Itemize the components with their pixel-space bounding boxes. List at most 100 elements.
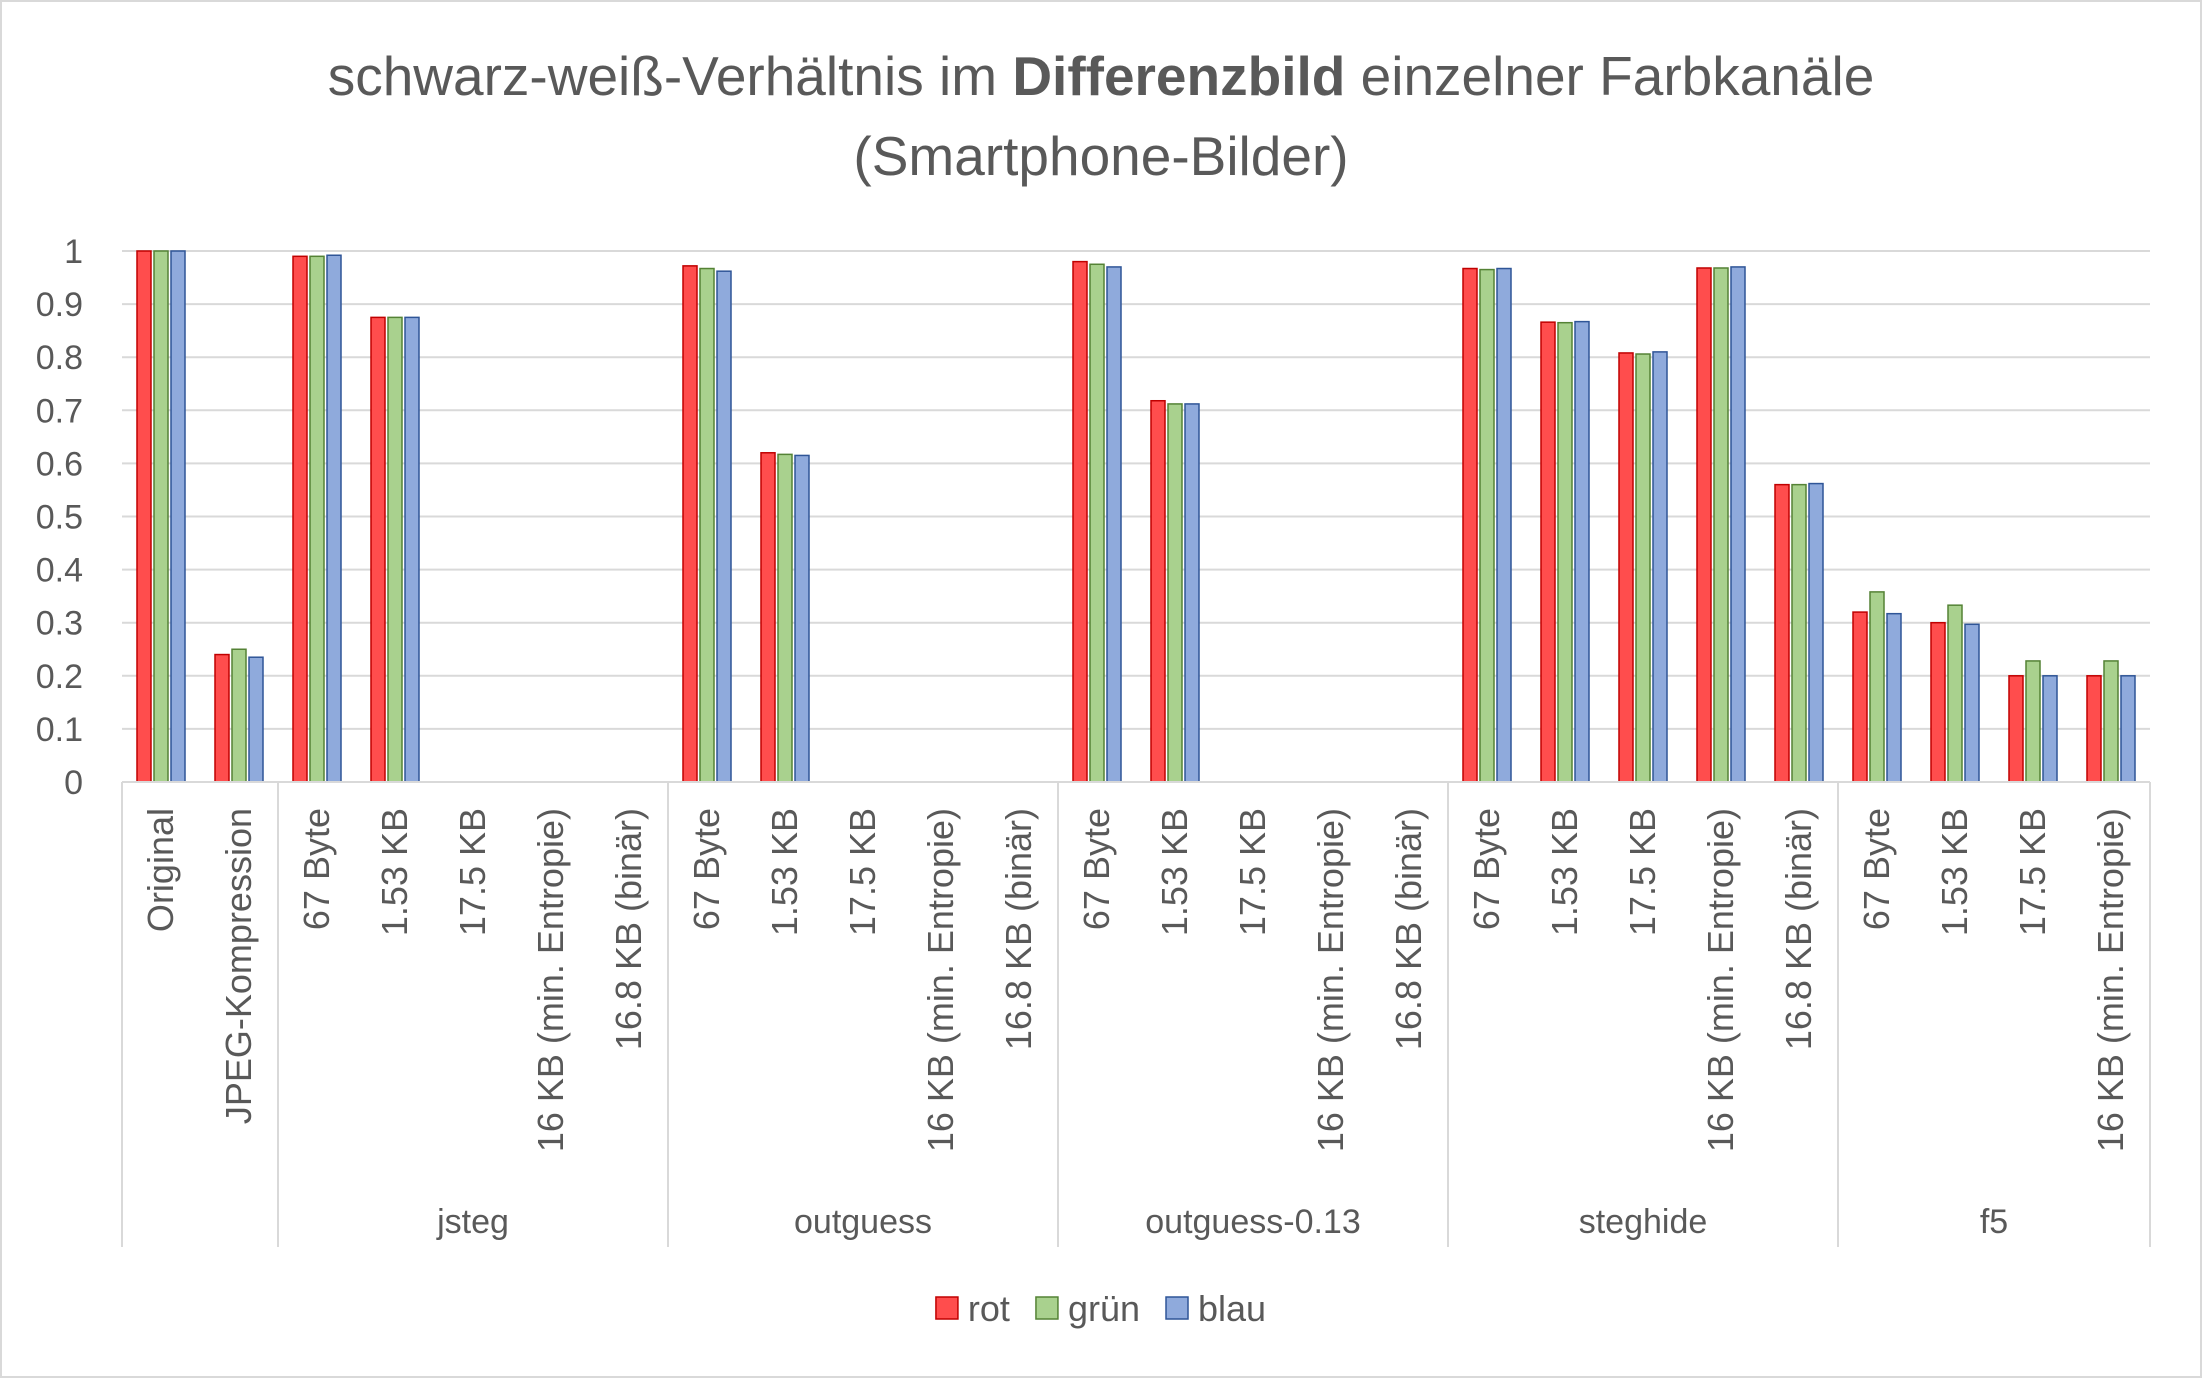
y-tick-label: 0.2 <box>36 658 83 696</box>
category-label: 16.8 KB (binär) <box>1778 808 1819 1050</box>
bar-rot <box>1462 267 1478 783</box>
group-label: jsteg <box>436 1203 509 1241</box>
legend-label-grün: grün <box>1068 1288 1140 1329</box>
bar-rot <box>292 255 308 783</box>
legend-swatch-grün <box>1035 1296 1059 1320</box>
bar-blau <box>326 254 342 783</box>
category-label: 67 Byte <box>1076 808 1117 930</box>
bar-blau <box>248 656 264 783</box>
y-axis-tick-labels: 0 0.1 0.2 0.3 0.4 0.5 0.6 0.7 0.8 0.9 1 <box>36 233 83 802</box>
bar-rot <box>1072 260 1088 783</box>
bar-grün <box>1479 268 1495 783</box>
category-label: 1.53 KB <box>1154 808 1195 936</box>
category-label: 16.8 KB (binär) <box>998 808 1039 1050</box>
category-label: 17.5 KB <box>1622 808 1663 936</box>
bar-rot <box>682 265 698 783</box>
legend-label-blau: blau <box>1198 1288 1266 1329</box>
bar-rot <box>2086 675 2102 783</box>
bar-rot <box>1540 321 1556 783</box>
category-label: 16.8 KB (binär) <box>608 808 649 1050</box>
bar-rot <box>2008 675 2024 783</box>
bar-grün <box>1791 483 1807 783</box>
bar-blau <box>1496 267 1512 783</box>
bar-rot <box>1696 267 1712 783</box>
y-tick-label: 0.4 <box>36 552 83 590</box>
bar-grün <box>2103 660 2119 783</box>
y-tick-label: 0.9 <box>36 286 83 324</box>
category-label: 16.8 KB (binär) <box>1388 808 1429 1050</box>
bar-grün <box>1167 403 1183 783</box>
bar-blau <box>716 270 732 783</box>
group-label: outguess <box>794 1203 932 1241</box>
category-label: 1.53 KB <box>374 808 415 936</box>
category-label: 17.5 KB <box>1232 808 1273 936</box>
bar-grün <box>1557 321 1573 783</box>
bar-rot <box>1774 483 1790 783</box>
bar-blau <box>794 454 810 783</box>
category-label: 67 Byte <box>686 808 727 930</box>
bar-grün <box>699 267 715 783</box>
category-label: 67 Byte <box>1466 808 1507 930</box>
bar-grün <box>153 250 169 783</box>
y-tick-label: 0.7 <box>36 392 83 430</box>
category-label: 17.5 KB <box>452 808 493 936</box>
x-axis <box>121 781 2151 1247</box>
bar-grün <box>1089 263 1105 783</box>
chart-title-line-1: schwarz-weiß-Verhältnis im Differenzbild… <box>328 45 1875 107</box>
bar-blau <box>1184 403 1200 783</box>
bar-grün <box>1713 267 1729 783</box>
category-label: 17.5 KB <box>2012 808 2053 936</box>
group-label: f5 <box>1980 1203 2008 1241</box>
category-labels: Original JPEG-Kompression 67 Byte 1.53 KB 17… <box>140 808 2131 1152</box>
legend: rot grün blau <box>935 1288 1266 1329</box>
bar-rot <box>370 316 386 783</box>
bar-rot <box>1852 611 1868 783</box>
bar-grün <box>777 453 793 783</box>
bar-blau <box>2120 675 2136 783</box>
group-label: outguess-0.13 <box>1145 1203 1361 1241</box>
bar-grün <box>1635 353 1651 783</box>
bar-blau <box>1730 266 1746 783</box>
y-tick-label: 0.3 <box>36 605 83 643</box>
y-tick-label: 0 <box>64 764 83 802</box>
category-label: 1.53 KB <box>764 808 805 936</box>
category-label: 17.5 KB <box>842 808 883 936</box>
bar-rot <box>760 452 776 783</box>
chart-title-bold-part: Differenzbild <box>1012 45 1345 107</box>
category-label: 67 Byte <box>1856 808 1897 930</box>
bar-blau <box>1808 482 1824 783</box>
category-label: 16 KB (min. Entropie) <box>1310 808 1351 1152</box>
group-label: steghide <box>1579 1203 1708 1241</box>
bar-rot <box>1618 352 1634 783</box>
chart-title-part-2: einzelner Farbkanäle <box>1345 45 1874 107</box>
bar-blau <box>1886 612 1902 783</box>
bar-grün <box>1869 591 1885 783</box>
bar-grün <box>231 648 247 783</box>
bar-grün <box>309 255 325 783</box>
category-label: 16 KB (min. Entropie) <box>920 808 961 1152</box>
bar-grün <box>1947 604 1963 783</box>
bar-blau <box>2042 675 2058 783</box>
bar-blau <box>404 316 420 783</box>
group-labels: jsteg outguess outguess-0.13 steghide f5 <box>436 1203 2008 1241</box>
bar-blau <box>1964 623 1980 783</box>
category-label: 16 KB (min. Entropie) <box>2090 808 2131 1152</box>
bar-grün <box>2025 660 2041 783</box>
bar-blau <box>1574 320 1590 783</box>
bar-rot <box>136 250 152 783</box>
y-tick-label: 0.1 <box>36 711 83 749</box>
category-label: 1.53 KB <box>1544 808 1585 936</box>
y-tick-label: 0.5 <box>36 499 83 537</box>
y-tick-label: 0.8 <box>36 339 83 377</box>
bar-rot <box>1150 399 1166 783</box>
bar-blau <box>170 250 186 783</box>
bar-rot <box>1930 621 1946 783</box>
category-label: Original <box>140 808 181 932</box>
chart-title-line-2: (Smartphone-Bilder) <box>853 125 1348 187</box>
bar-blau <box>1106 266 1122 783</box>
bar-grün <box>387 316 403 783</box>
y-tick-label: 1 <box>64 233 83 271</box>
category-label: 16 KB (min. Entropie) <box>1700 808 1741 1152</box>
